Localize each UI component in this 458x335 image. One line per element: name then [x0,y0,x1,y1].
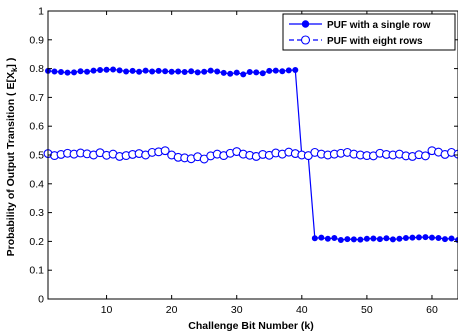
data-point [428,234,435,241]
series-layer [43,66,458,243]
y-tick-label: 0.5 [29,150,44,162]
data-point [344,236,351,243]
y-axis-label-subscript: k [10,67,19,72]
data-point [162,68,169,75]
data-point [181,69,188,76]
x-tick-label: 20 [166,304,178,316]
y-axis-label-main: Probability of Output Transition ( E[X [5,72,17,256]
data-point [136,68,143,75]
data-point [370,235,377,242]
data-point [253,69,260,76]
legend: PUF with a single row PUF with eight row… [282,13,456,51]
legend-marker-single-row [301,20,310,28]
data-point [194,69,201,76]
y-tick-label: 0.2 [29,236,44,248]
data-point [441,236,448,243]
data-point [142,67,149,74]
data-point [207,67,214,74]
y-tick-label: 0 [38,294,44,306]
data-point [51,68,58,75]
data-point [103,66,110,73]
x-axis-label: Challenge Bit Number (k) [188,320,313,332]
data-point [383,235,390,242]
x-tick-label: 10 [101,304,113,316]
data-point [123,68,130,75]
data-point [318,234,325,241]
data-point [64,69,71,76]
data-point [292,67,299,74]
data-point [214,68,221,75]
data-point [110,66,117,73]
data-point [396,235,403,242]
legend-label-eight-rows: PUF with eight rows [327,36,423,47]
data-point [160,146,170,156]
data-point [168,68,175,75]
data-point [337,236,344,243]
data-point [453,149,458,159]
y-tick-label: 0.6 [29,121,44,133]
data-point [311,235,318,242]
data-point [350,236,357,243]
data-point [279,68,286,75]
data-point [402,234,409,241]
data-point [421,151,430,161]
data-point [116,67,123,74]
data-point [363,235,370,242]
x-tick-label: 50 [361,304,373,316]
data-point [409,234,416,241]
data-point [266,67,273,74]
data-point [246,69,253,76]
data-point [71,69,78,76]
data-point [97,67,104,74]
data-point [259,70,266,77]
data-point [58,69,65,76]
data-point [233,69,240,76]
x-tick-label: 30 [231,304,243,316]
data-point [324,235,331,242]
data-point [188,68,195,75]
series-line [47,68,458,241]
data-point [240,71,247,78]
data-point [435,234,442,241]
y-tick-label: 0.3 [29,207,44,219]
y-tick-label: 0.1 [29,265,44,277]
data-point [129,67,136,74]
legend-marker-eight-rows [300,35,311,45]
data-point [155,67,162,74]
data-point [272,67,279,74]
data-point [389,236,396,243]
y-tick-label: 0.7 [29,92,44,104]
y-tick-label: 1 [38,6,44,18]
data-point [227,70,234,77]
data-point [415,234,422,241]
y-tick-label: 0.8 [29,63,44,75]
x-tick-label: 40 [296,304,308,316]
data-point [448,235,455,242]
data-point [357,236,364,243]
data-point [175,68,182,75]
y-tick-label: 0.4 [29,178,44,190]
y-axis-label: Probability of Output Transition ( E[Xk]… [5,58,19,257]
data-point [285,67,292,74]
data-point [201,68,208,75]
data-point [90,67,97,74]
y-axis-label-tail: ] ) [5,58,17,68]
legend-box [282,13,456,51]
data-point [220,69,227,76]
y-tick-label: 0.9 [29,34,44,46]
data-point [77,68,84,75]
data-point [376,236,383,243]
tick-layer: 0 0.1 0.2 0.3 0.4 0.5 0.6 0.7 0.8 0.9 1 10 20 30 40 50 6… [29,6,458,316]
data-point [149,68,156,75]
series-eight-rows [43,146,458,164]
data-point [422,234,429,241]
data-point [84,68,91,75]
legend-label-single-row: PUF with a single row [327,20,431,31]
data-point [331,234,338,241]
x-tick-label: 60 [426,304,438,316]
